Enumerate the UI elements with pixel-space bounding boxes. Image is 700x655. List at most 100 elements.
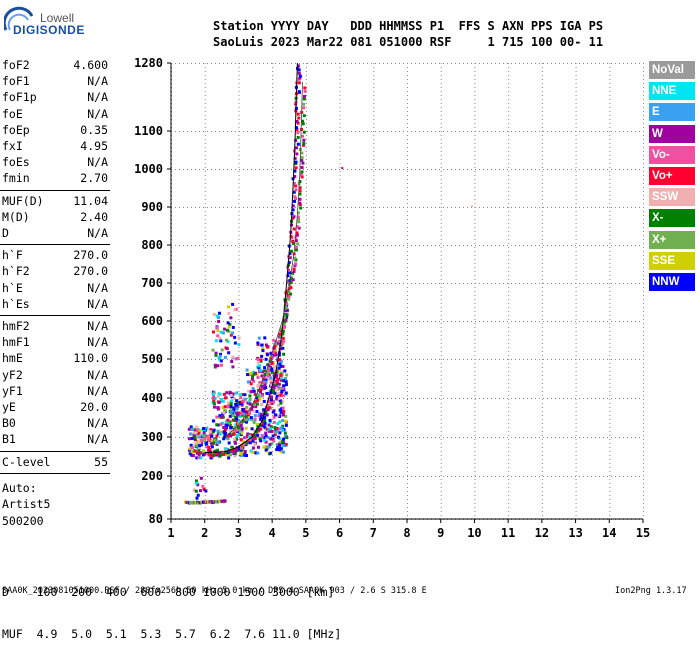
grid-dot [291, 476, 292, 477]
echo-point [301, 122, 305, 126]
echo-point [248, 397, 252, 401]
grid-dot [335, 131, 336, 132]
grid-dot [373, 171, 375, 172]
grid-dot [511, 398, 512, 399]
legend-item-vo: Vo- [649, 145, 695, 164]
grid-dot [609, 467, 611, 468]
grid-dot [339, 295, 341, 296]
echo-point [199, 476, 203, 480]
grid-dot [635, 245, 636, 246]
grid-dot [407, 203, 408, 204]
grid-dot [643, 511, 644, 512]
grid-dot [440, 187, 442, 188]
grid-dot [207, 283, 208, 284]
grid-dot [331, 169, 332, 170]
grid-dot [603, 321, 604, 322]
x-tick-label: 14 [602, 526, 616, 540]
grid-dot [455, 245, 456, 246]
grid-dot [474, 343, 476, 344]
grid-dot [204, 507, 206, 508]
grid-dot [575, 335, 577, 336]
grid-dot [643, 411, 644, 412]
x-tick-label: 1 [167, 526, 174, 540]
echo-point [283, 377, 287, 381]
panel-separator [0, 244, 110, 246]
echo-point [233, 454, 237, 458]
grid-dot [359, 476, 360, 477]
echo-point [208, 448, 212, 452]
echo-point [302, 94, 306, 98]
echo-point [253, 403, 257, 407]
grid-dot [303, 63, 304, 64]
grid-dot [508, 371, 510, 372]
grid-dot [619, 63, 620, 64]
grid-dot [327, 207, 328, 208]
grid-dot [407, 115, 408, 116]
grid-dot [305, 347, 307, 348]
grid-dot [305, 495, 307, 496]
grid-dot [305, 127, 307, 128]
grid-dot [407, 355, 408, 356]
grid-dot [440, 455, 442, 456]
grid-dot [305, 419, 307, 420]
grid-dot [204, 155, 206, 156]
grid-dot [541, 339, 543, 340]
grid-dot [467, 63, 468, 64]
echo-point [213, 396, 217, 400]
grid-dot [373, 515, 375, 516]
grid-dot [238, 303, 240, 304]
grid-dot [455, 131, 456, 132]
echo-point [229, 406, 233, 410]
grid-dot [375, 398, 376, 399]
grid-dot [339, 311, 341, 312]
echo-point [280, 399, 284, 403]
grid-dot [373, 239, 375, 240]
grid-dot [387, 169, 388, 170]
echo-point [226, 453, 230, 457]
grid-dot [319, 476, 320, 477]
grid-dot [319, 398, 320, 399]
grid-dot [440, 371, 442, 372]
param-value: N/A [87, 296, 108, 311]
grid-dot [335, 207, 336, 208]
grid-dot [474, 479, 476, 480]
grid-dot [263, 359, 264, 360]
muf-frequency-row: MUF 4.9 5.0 5.1 5.3 5.7 6.2 7.6 11.0 [MH… [2, 627, 342, 641]
grid-dot [305, 315, 307, 316]
grid-dot [587, 283, 588, 284]
grid-dot [339, 107, 341, 108]
grid-dot [373, 259, 375, 260]
grid-dot [305, 135, 307, 136]
grid-dot [440, 339, 442, 340]
grid-dot [272, 407, 274, 408]
grid-dot [411, 169, 412, 170]
grid-dot [272, 143, 274, 144]
grid-dot [204, 127, 206, 128]
grid-dot [255, 283, 256, 284]
grid-dot [399, 63, 400, 64]
grid-dot [373, 483, 375, 484]
echo-point [275, 369, 279, 373]
grid-dot [407, 455, 408, 456]
echo-point [195, 451, 199, 455]
grid-dot [238, 355, 240, 356]
grid-dot [403, 359, 404, 360]
grid-dot [447, 283, 448, 284]
grid-dot [272, 331, 274, 332]
grid-dot [535, 283, 536, 284]
grid-dot [587, 245, 588, 246]
grid-dot [219, 207, 220, 208]
grid-dot [487, 398, 488, 399]
grid-dot [643, 63, 644, 64]
grid-dot [279, 245, 280, 246]
grid-dot [359, 437, 360, 438]
y-tick-label: 800 [141, 238, 163, 252]
grid-dot [443, 169, 444, 170]
echo-point [263, 439, 267, 443]
grid-dot [339, 67, 341, 68]
grid-dot [539, 321, 540, 322]
grid-dot [587, 398, 588, 399]
grid-dot [267, 398, 268, 399]
grid-dot [305, 479, 307, 480]
grid-dot [403, 283, 404, 284]
